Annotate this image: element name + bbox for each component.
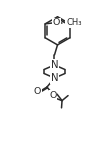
Text: O: O [49, 91, 57, 100]
Text: O: O [53, 18, 60, 27]
Text: N: N [51, 73, 58, 83]
Text: N: N [51, 60, 58, 70]
Text: CH₃: CH₃ [66, 18, 82, 27]
Text: O: O [34, 87, 41, 96]
